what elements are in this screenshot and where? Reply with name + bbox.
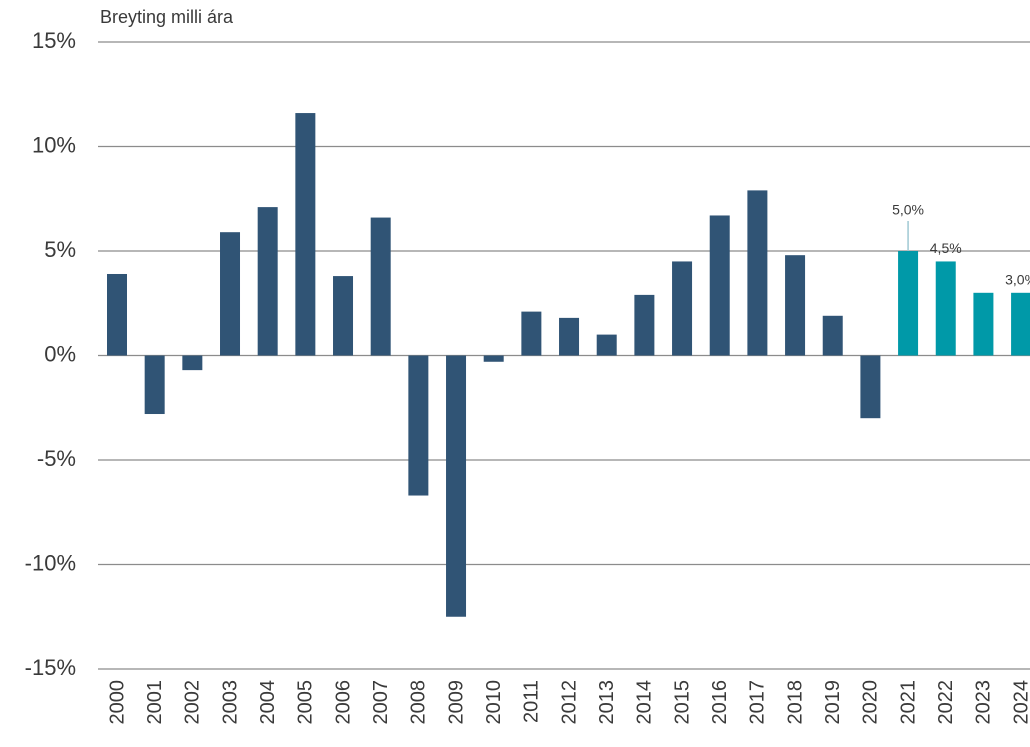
y-tick-label: 10% (32, 132, 76, 157)
x-tick-label: 2005 (295, 680, 317, 725)
bar (483, 355, 504, 362)
x-tick-label: 2016 (709, 680, 731, 725)
x-tick-label: 2018 (784, 680, 806, 725)
x-tick-label: 2004 (257, 680, 279, 725)
x-tick-label: 2020 (860, 680, 882, 725)
bar (333, 276, 354, 356)
bar (785, 255, 806, 356)
x-tick-label: 2014 (634, 680, 656, 725)
bar (935, 261, 956, 356)
y-tick-label: -10% (25, 550, 76, 575)
x-tick-label: 2007 (370, 680, 392, 725)
x-tick-label: 2019 (822, 680, 844, 725)
x-tick-label: 2022 (935, 680, 957, 725)
bar (559, 317, 580, 356)
y-tick-label: 15% (32, 28, 76, 53)
bar (1011, 292, 1030, 356)
bar (672, 261, 693, 356)
x-tick-label: 2021 (897, 680, 919, 725)
x-tick-label: 2002 (182, 680, 204, 725)
x-tick-label: 2008 (408, 680, 430, 725)
y-tick-label: 5% (44, 237, 76, 262)
bar (144, 355, 165, 415)
bar (822, 315, 843, 356)
bar (257, 207, 278, 356)
x-tick-label: 2012 (558, 680, 580, 725)
x-tick-label: 2010 (483, 680, 505, 725)
bar (521, 311, 542, 356)
bar (709, 215, 730, 356)
x-tick-label: 2003 (219, 680, 241, 725)
bar (860, 355, 881, 419)
x-tick-label: 2015 (671, 680, 693, 725)
data-label: 4,5% (930, 240, 962, 256)
x-tick-label: 2013 (596, 680, 618, 725)
bar (446, 355, 467, 617)
x-tick-label: 2009 (445, 680, 467, 725)
x-tick-label: 2011 (521, 680, 543, 723)
y-tick-label: 0% (44, 341, 76, 366)
x-tick-label: 2006 (332, 680, 354, 725)
x-tick-label: 2001 (144, 680, 166, 725)
y-tick-label: -5% (37, 446, 76, 471)
bar (973, 292, 994, 356)
data-label: 3,0% (1005, 272, 1030, 288)
data-label: 5,0% (892, 202, 924, 218)
bar (596, 334, 617, 356)
bar (370, 217, 391, 356)
bar (634, 294, 655, 356)
bar (747, 190, 768, 356)
bar (898, 251, 919, 356)
x-tick-label: 2017 (747, 680, 769, 725)
bar (295, 113, 316, 356)
x-tick-label: 2000 (106, 680, 128, 725)
chart-title: Breyting milli ára (100, 7, 234, 27)
y-tick-label: -15% (25, 655, 76, 680)
x-tick-label: 2023 (973, 680, 995, 725)
bar (107, 273, 127, 356)
bar (220, 232, 241, 356)
x-tick-label: 2024 (1010, 680, 1030, 725)
bar (408, 355, 429, 496)
bar (182, 355, 203, 371)
